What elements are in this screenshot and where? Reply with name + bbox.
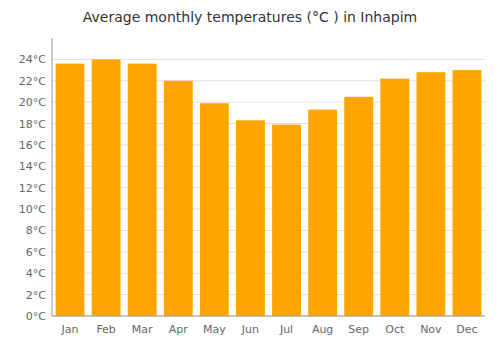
bar [164, 81, 193, 316]
y-axis-line [52, 38, 53, 316]
x-tick-label: Sep [348, 323, 369, 336]
bar [200, 103, 229, 316]
x-tick-label: May [203, 323, 226, 336]
x-axis-line [52, 316, 485, 317]
bar [308, 110, 337, 316]
x-tick-label: Aug [312, 323, 333, 336]
chart-container: Average monthly temperatures (°C ) in In… [0, 0, 500, 350]
bar [92, 59, 121, 316]
chart: Average monthly temperatures (°C ) in In… [0, 0, 500, 350]
bar [380, 79, 409, 316]
y-tick-label: 8°C [26, 224, 46, 237]
y-tick-label: 10°C [19, 203, 46, 216]
bar [236, 120, 265, 316]
x-tick-label: Apr [169, 323, 189, 336]
x-tick-label: Oct [385, 323, 405, 336]
bar [56, 64, 85, 316]
x-tick-label: Feb [96, 323, 115, 336]
y-tick-label: 6°C [26, 246, 46, 259]
bars [56, 59, 482, 316]
y-tick-label: 2°C [26, 289, 46, 302]
grid-line [52, 316, 485, 317]
x-tick-label: Jan [61, 323, 79, 336]
bar [272, 125, 301, 316]
x-tick-label: Jul [279, 323, 293, 336]
bar [344, 97, 373, 316]
bar [453, 70, 482, 316]
y-grid [52, 59, 485, 316]
x-tick-label: Jun [241, 323, 259, 336]
y-tick-label: 18°C [19, 118, 46, 131]
y-tick-label: 4°C [26, 267, 46, 280]
x-tick-label: Nov [420, 323, 442, 336]
x-tick-label: Dec [456, 323, 477, 336]
y-tick-label: 16°C [19, 139, 46, 152]
x-tick-label: Mar [132, 323, 153, 336]
bar [416, 72, 445, 316]
y-tick-label: 0°C [26, 310, 46, 323]
y-tick-label: 24°C [19, 53, 46, 66]
y-tick-label: 12°C [19, 182, 46, 195]
y-tick-label: 14°C [19, 160, 46, 173]
title: Average monthly temperatures (°C ) in In… [83, 9, 417, 25]
y-tick-label: 20°C [19, 96, 46, 109]
bar [128, 64, 157, 316]
y-tick-label: 22°C [19, 75, 46, 88]
